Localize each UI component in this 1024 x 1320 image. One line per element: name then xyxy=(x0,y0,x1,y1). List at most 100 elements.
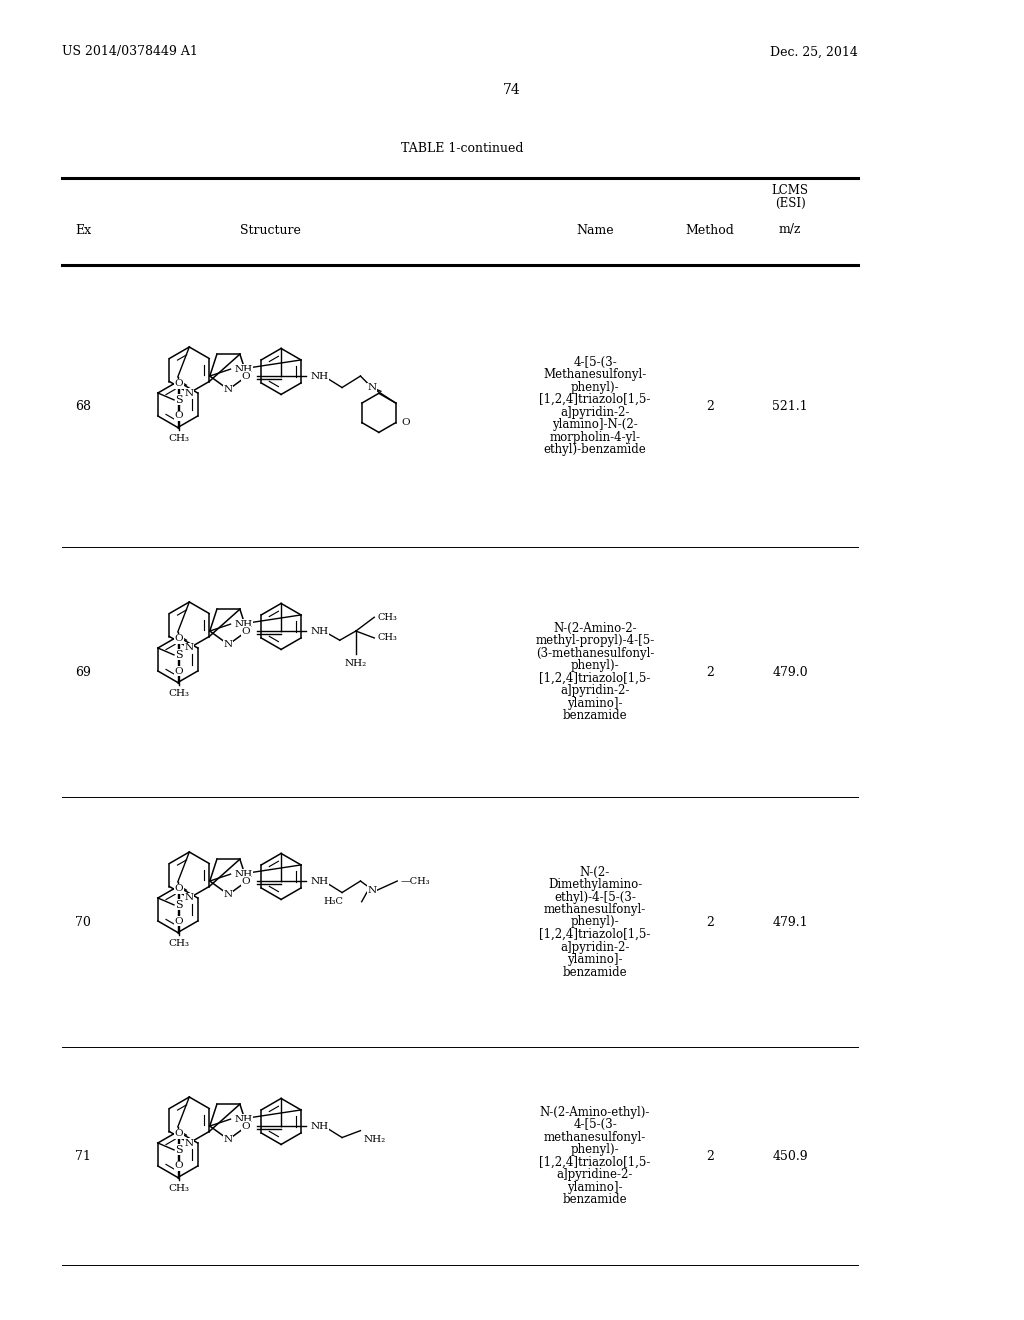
Text: NH: NH xyxy=(310,1122,329,1130)
Text: N: N xyxy=(368,383,377,392)
Text: methanesulfonyl-: methanesulfonyl- xyxy=(544,903,646,916)
Text: NH: NH xyxy=(310,876,329,886)
Text: N: N xyxy=(243,1122,252,1130)
Text: CH₃: CH₃ xyxy=(169,940,189,948)
Text: O: O xyxy=(175,412,183,421)
Text: NH: NH xyxy=(310,627,329,635)
Text: ylamino]-: ylamino]- xyxy=(567,953,623,966)
Text: 4-[5-(3-: 4-[5-(3- xyxy=(573,356,616,368)
Text: O: O xyxy=(242,627,251,635)
Text: [1,2,4]triazolo[1,5-: [1,2,4]triazolo[1,5- xyxy=(540,928,650,941)
Text: NH₂: NH₂ xyxy=(364,1135,386,1143)
Text: O: O xyxy=(242,1122,251,1130)
Text: CH₃: CH₃ xyxy=(377,612,397,622)
Text: a]pyridine-2-: a]pyridine-2- xyxy=(557,1168,633,1181)
Text: NH: NH xyxy=(234,364,253,374)
Text: N: N xyxy=(224,1135,233,1144)
Text: O: O xyxy=(175,379,183,388)
Text: phenyl)-: phenyl)- xyxy=(570,1143,620,1156)
Text: methanesulfonyl-: methanesulfonyl- xyxy=(544,1131,646,1143)
Text: 2: 2 xyxy=(707,665,714,678)
Text: US 2014/0378449 A1: US 2014/0378449 A1 xyxy=(62,45,198,58)
Text: N: N xyxy=(184,388,194,397)
Text: NH: NH xyxy=(310,371,329,380)
Text: O: O xyxy=(175,1162,183,1171)
Text: O: O xyxy=(242,371,251,380)
Text: LCMS: LCMS xyxy=(771,185,809,198)
Text: N: N xyxy=(243,371,252,380)
Text: N: N xyxy=(224,890,233,899)
Text: 479.1: 479.1 xyxy=(772,916,808,928)
Text: CH₃: CH₃ xyxy=(169,434,189,444)
Text: S: S xyxy=(175,649,183,660)
Text: Ex: Ex xyxy=(75,223,91,236)
Text: O: O xyxy=(175,916,183,925)
Text: O: O xyxy=(175,667,183,676)
Text: phenyl)-: phenyl)- xyxy=(570,659,620,672)
Text: 74: 74 xyxy=(503,83,521,96)
Text: NH: NH xyxy=(234,1114,253,1123)
Text: N-(2-: N-(2- xyxy=(580,866,610,879)
Text: S: S xyxy=(175,900,183,909)
Text: N: N xyxy=(224,385,233,395)
Text: S: S xyxy=(175,1144,183,1155)
Text: S: S xyxy=(175,395,183,405)
Text: ylamino]-: ylamino]- xyxy=(567,697,623,710)
Text: O: O xyxy=(401,418,411,428)
Text: NH: NH xyxy=(234,870,253,879)
Text: (3-methanesulfonyl-: (3-methanesulfonyl- xyxy=(536,647,654,660)
Text: 450.9: 450.9 xyxy=(772,1150,808,1163)
Text: Dimethylamino-: Dimethylamino- xyxy=(548,878,642,891)
Text: 2: 2 xyxy=(707,1150,714,1163)
Text: benzamide: benzamide xyxy=(562,965,628,978)
Text: CH₃: CH₃ xyxy=(169,1184,189,1193)
Text: [1,2,4]triazolo[1,5-: [1,2,4]triazolo[1,5- xyxy=(540,1156,650,1168)
Text: 71: 71 xyxy=(75,1150,91,1163)
Text: N: N xyxy=(184,894,194,903)
Text: O: O xyxy=(175,884,183,894)
Text: 4-[5-(3-: 4-[5-(3- xyxy=(573,1118,616,1131)
Text: H₃C: H₃C xyxy=(324,898,344,907)
Text: 70: 70 xyxy=(75,916,91,928)
Text: 521.1: 521.1 xyxy=(772,400,808,412)
Text: morpholin-4-yl-: morpholin-4-yl- xyxy=(550,430,640,444)
Text: CH₃: CH₃ xyxy=(377,634,397,643)
Text: Dec. 25, 2014: Dec. 25, 2014 xyxy=(770,45,858,58)
Text: NH₂: NH₂ xyxy=(345,659,367,668)
Text: O: O xyxy=(242,876,251,886)
Text: ethyl)-benzamide: ethyl)-benzamide xyxy=(544,444,646,457)
Text: N: N xyxy=(243,627,252,635)
Text: Method: Method xyxy=(685,223,734,236)
Text: N: N xyxy=(184,1138,194,1147)
Text: (ESI): (ESI) xyxy=(774,197,805,210)
Text: 2: 2 xyxy=(707,916,714,928)
Text: ylamino]-: ylamino]- xyxy=(567,1181,623,1193)
Text: Structure: Structure xyxy=(240,223,300,236)
Text: N-(2-Amino-ethyl)-: N-(2-Amino-ethyl)- xyxy=(540,1106,650,1119)
Text: 2: 2 xyxy=(707,400,714,412)
Text: 479.0: 479.0 xyxy=(772,665,808,678)
Text: NH: NH xyxy=(234,619,253,628)
Text: Name: Name xyxy=(577,223,613,236)
Text: 68: 68 xyxy=(75,400,91,412)
Text: ethyl)-4-[5-(3-: ethyl)-4-[5-(3- xyxy=(554,891,636,903)
Text: a]pyridin-2-: a]pyridin-2- xyxy=(560,684,630,697)
Text: TABLE 1-continued: TABLE 1-continued xyxy=(400,141,523,154)
Text: CH₃: CH₃ xyxy=(169,689,189,698)
Text: N: N xyxy=(243,876,252,886)
Text: O: O xyxy=(175,635,183,643)
Text: N: N xyxy=(224,640,233,649)
Text: a]pyridin-2-: a]pyridin-2- xyxy=(560,940,630,953)
Text: 69: 69 xyxy=(75,665,91,678)
Text: N-(2-Amino-2-: N-(2-Amino-2- xyxy=(553,622,637,635)
Text: benzamide: benzamide xyxy=(562,709,628,722)
Text: N: N xyxy=(184,644,194,652)
Text: phenyl)-: phenyl)- xyxy=(570,380,620,393)
Text: phenyl)-: phenyl)- xyxy=(570,916,620,928)
Text: —CH₃: —CH₃ xyxy=(400,876,430,886)
Text: O: O xyxy=(175,1130,183,1138)
Text: methyl-propyl)-4-[5-: methyl-propyl)-4-[5- xyxy=(536,634,654,647)
Text: benzamide: benzamide xyxy=(562,1193,628,1206)
Text: N: N xyxy=(368,886,377,895)
Text: a]pyridin-2-: a]pyridin-2- xyxy=(560,405,630,418)
